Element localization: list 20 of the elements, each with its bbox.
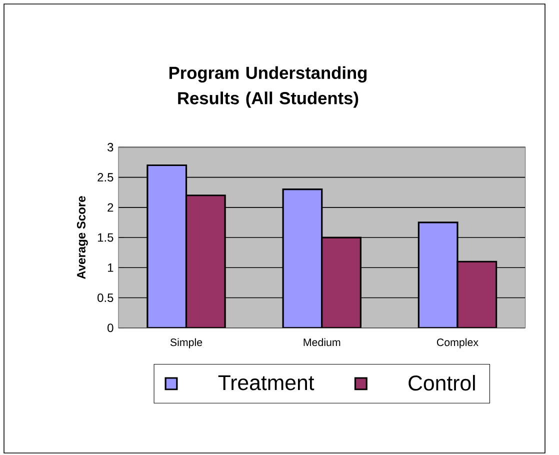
y-tick-label: 0.5	[98, 293, 114, 302]
bar	[146, 164, 188, 328]
bar	[321, 236, 362, 328]
y-tick-label: 1.5	[98, 233, 114, 242]
bar	[418, 222, 458, 328]
y-tick-label: 3	[108, 142, 114, 152]
y-tick-label: 2	[108, 203, 114, 212]
bar	[456, 260, 498, 328]
x-tick-label: Simple	[170, 338, 202, 348]
y-tick-label: 2.5	[98, 173, 114, 182]
chart-title: Program Understanding Results (All Students)	[169, 66, 367, 108]
y-axis-title: Average Score	[76, 196, 88, 280]
x-tick-label: Complex	[436, 338, 478, 348]
bar	[185, 194, 226, 328]
y-tick-label: 0	[108, 324, 114, 332]
legend-label: Treatment	[218, 375, 314, 390]
x-tick-label: Medium	[304, 338, 340, 346]
y-tick-label: 1	[108, 264, 114, 272]
legend-label: Control	[408, 374, 475, 391]
bar	[282, 188, 323, 328]
